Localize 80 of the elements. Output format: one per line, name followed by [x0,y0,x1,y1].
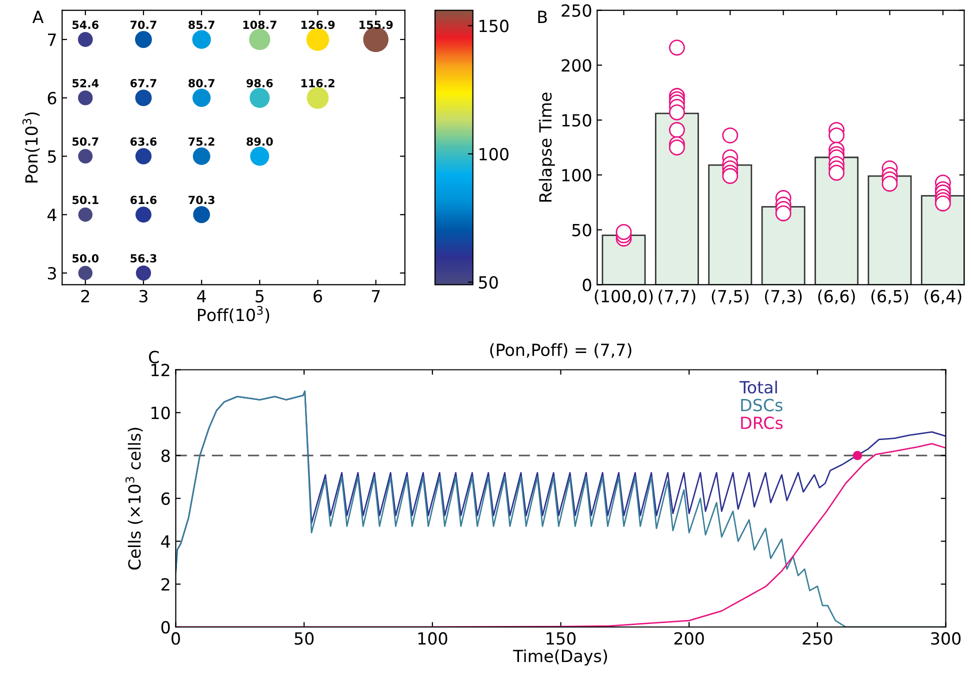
annotation: 70.7 [130,20,156,29]
bar [868,175,912,285]
x-tick-label: 0 [172,632,180,645]
color-bar-label: 100 [480,148,508,160]
y-tick-label: 4 [161,535,170,548]
annotation: 75.2 [188,137,214,146]
y-tick-label: 5 [48,150,56,163]
annotation: 56.3 [130,254,156,263]
y-tick-label: 0 [161,620,170,634]
bar [920,195,964,285]
y-tick-label: 7 [48,34,56,46]
bar [602,234,646,285]
x-tick-label: (6,4) [924,290,962,304]
x-tick-label: (100,0) [594,290,653,304]
y-tick-label: 0 [582,278,592,292]
annotation: 116.2 [301,78,334,88]
x-tick-label: 250 [802,632,832,645]
x-tick-label: (7,3) [765,290,802,304]
x-tick-label: 150 [546,632,576,645]
y-tick-label: 4 [47,208,56,221]
y-tick-label: 12 [152,364,170,376]
x-tick-label: 100 [418,632,448,645]
x-tick-label: 4 [197,290,206,302]
text: DRCs [741,416,783,430]
x-tick-label: (7,7) [658,290,696,304]
annotation: 54.6 [72,20,98,29]
annotation: 108.7 [243,20,276,29]
text: C [148,350,159,364]
color-bar-label: 50 [479,276,498,289]
annotation: 85.7 [188,20,214,29]
bar [814,156,859,285]
x-axis-title: Time(Days) [513,649,608,666]
bar [761,206,806,285]
chart-title: (Pon,Poff) = (7,7) [490,343,632,358]
y-tick-label: 3 [48,266,56,280]
y-tick-label: 8 [161,449,170,462]
annotation: 155.9 [360,20,393,29]
bar [708,164,752,285]
annotation: 70.3 [188,196,214,204]
y-tick-label: 200 [562,59,592,72]
annotation: 61.6 [130,196,157,204]
text: Total [739,380,777,394]
y-tick-label: 250 [562,4,592,17]
y-axis-title: Cells (×10$^{3}$ cells) [125,428,143,570]
annotation: 50.0 [72,254,99,263]
annotation: 80.7 [188,78,214,88]
x-tick-label: (6,6) [818,290,855,304]
annotation: 52.4 [72,78,99,88]
annotation: 50.1 [72,196,98,204]
annotation: 98.6 [246,78,273,88]
y-axis-title: Relapse Time [538,92,555,202]
annotation: 63.6 [130,137,157,146]
x-tick-label: 3 [139,290,148,302]
annotation: 89.0 [246,137,273,146]
y-tick-label: 6 [161,492,170,505]
x-tick-label: (7,5) [712,290,748,304]
x-tick-label: 200 [674,632,704,645]
annotation: 50.7 [72,137,98,146]
y-tick-label: 10 [152,406,170,420]
bar [654,112,699,285]
annotation: 126.9 [301,20,335,29]
x-tick-label: 6 [314,290,322,302]
y-axis-title: Pon(10$^{3}$) [22,112,40,182]
text: A [32,10,44,23]
text: B [538,10,547,23]
y-tick-label: 50 [572,224,592,236]
x-tick-label: (6,5) [871,290,908,304]
x-tick-label: 50 [294,632,314,645]
annotation: 67.7 [130,78,156,88]
x-tick-label: 2 [81,290,90,302]
y-tick-label: 6 [48,92,56,104]
y-tick-label: 2 [162,578,170,590]
x-tick-label: 5 [256,290,264,302]
x-axis-title: Poff(10$^{3}$) [198,306,270,324]
y-tick-label: 100 [562,168,592,182]
color-bar-label: 150 [480,20,508,32]
x-tick-label: 7 [372,290,380,302]
y-tick-label: 150 [562,114,592,127]
x-tick-label: 300 [931,632,961,645]
text: DSCs [741,398,782,412]
